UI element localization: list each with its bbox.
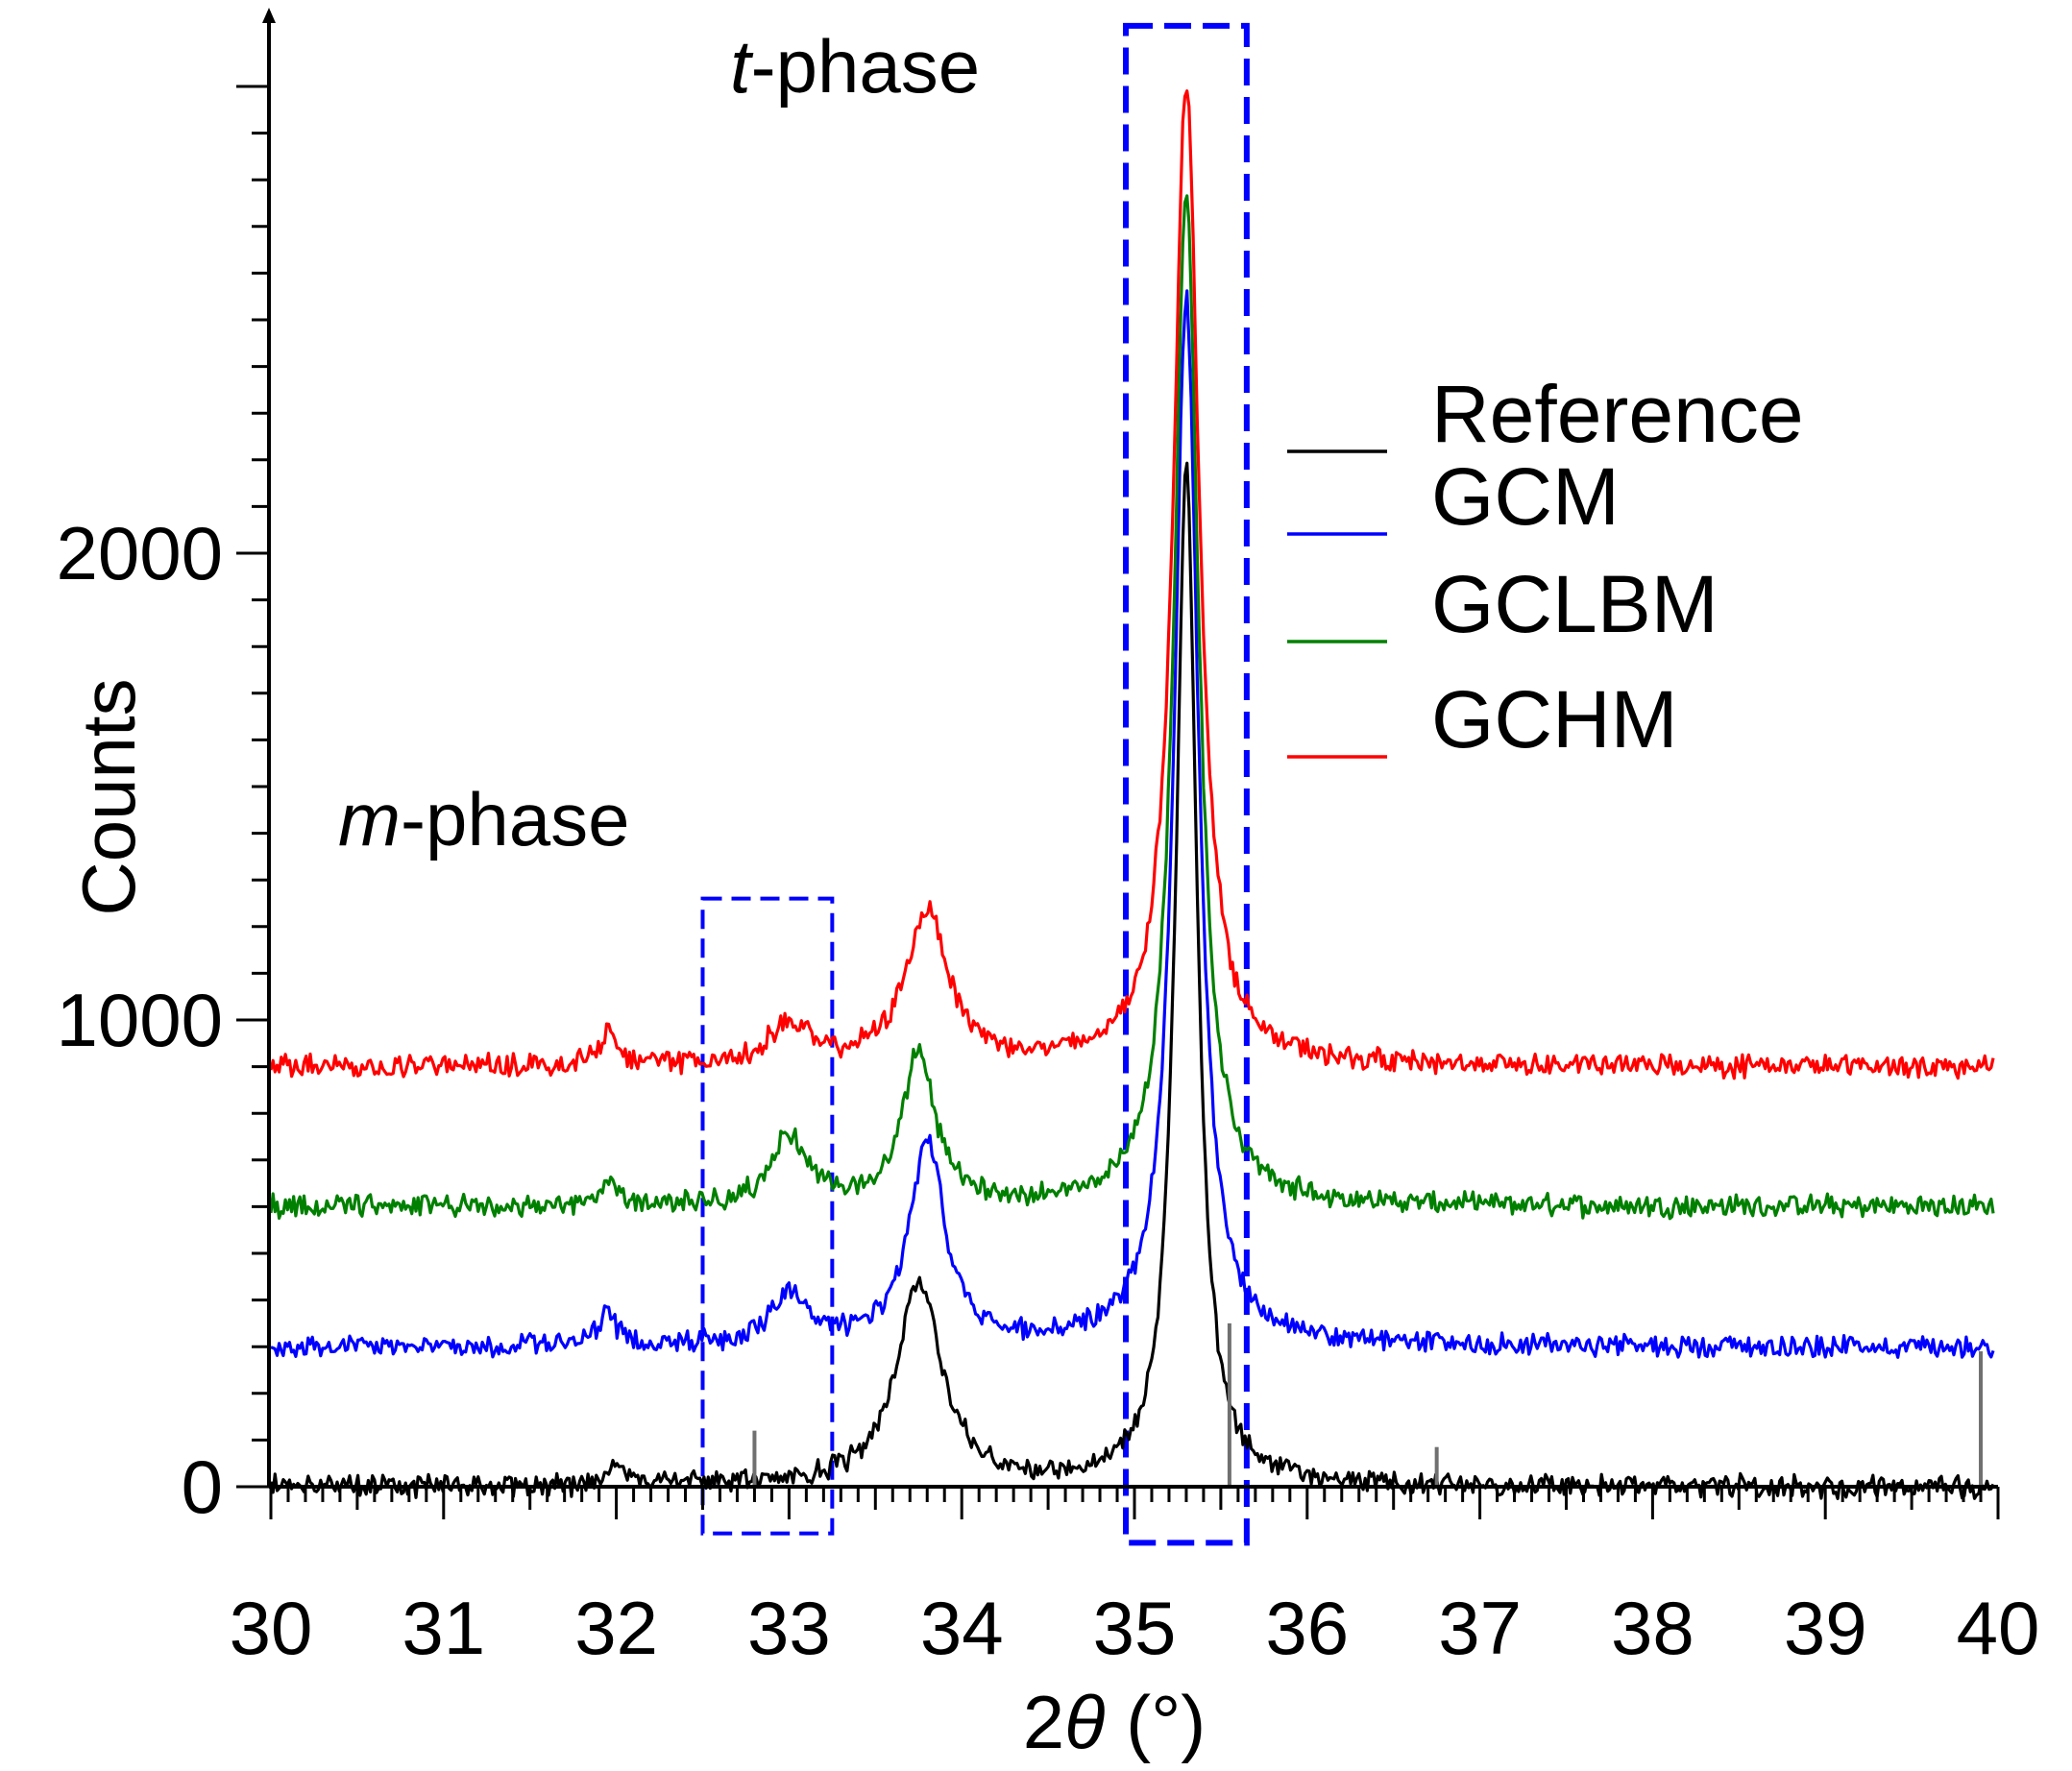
x-tick-label: 31 — [402, 1586, 485, 1670]
m-phase-annotation: m-phase — [338, 777, 629, 861]
series-line-reference — [269, 461, 1995, 1500]
legend-label-gcm: GCM — [1431, 451, 1620, 542]
axes: 30 31 32 33 34 35 36 37 38 39 40 0 1000 2000 — [56, 8, 2039, 1670]
t-phase-annotation: t-phase — [730, 24, 980, 109]
x-tick-label: 33 — [747, 1586, 831, 1670]
reference-lines — [752, 1322, 1984, 1487]
x-tick-label: 32 — [574, 1586, 658, 1670]
legend-label-gchm: GCHM — [1431, 674, 1678, 764]
x-tick-label: 37 — [1438, 1586, 1522, 1670]
series-line-gclbm — [269, 194, 1995, 1221]
series-line-gcm — [270, 289, 1995, 1359]
y-axis-arrow — [262, 8, 276, 23]
x-tick-label: 38 — [1611, 1586, 1694, 1670]
y-tick-label: 0 — [182, 1444, 223, 1529]
x-axis-label: 2θ (°) — [1023, 1680, 1207, 1764]
x-tick-label: 40 — [1957, 1586, 2040, 1670]
x-tick-label: 34 — [920, 1586, 1004, 1670]
legend-label-reference: Reference — [1431, 369, 1804, 459]
series-layer — [269, 89, 1995, 1500]
annotation-boxes — [700, 22, 1250, 1546]
legend-label-gclbm: GCLBM — [1431, 559, 1719, 649]
x-tick-label: 30 — [230, 1586, 313, 1670]
y-tick-label: 2000 — [56, 511, 223, 595]
y-tick-label: 1000 — [56, 978, 223, 1062]
x-tick-label: 35 — [1093, 1586, 1177, 1670]
series-line-gchm — [269, 89, 1995, 1080]
y-axis-label: Counts — [66, 678, 151, 915]
t-phase-box — [1123, 22, 1250, 1546]
x-tick-label: 39 — [1784, 1586, 1867, 1670]
m-phase-box — [700, 896, 835, 1536]
x-tick-label: 36 — [1265, 1586, 1349, 1670]
